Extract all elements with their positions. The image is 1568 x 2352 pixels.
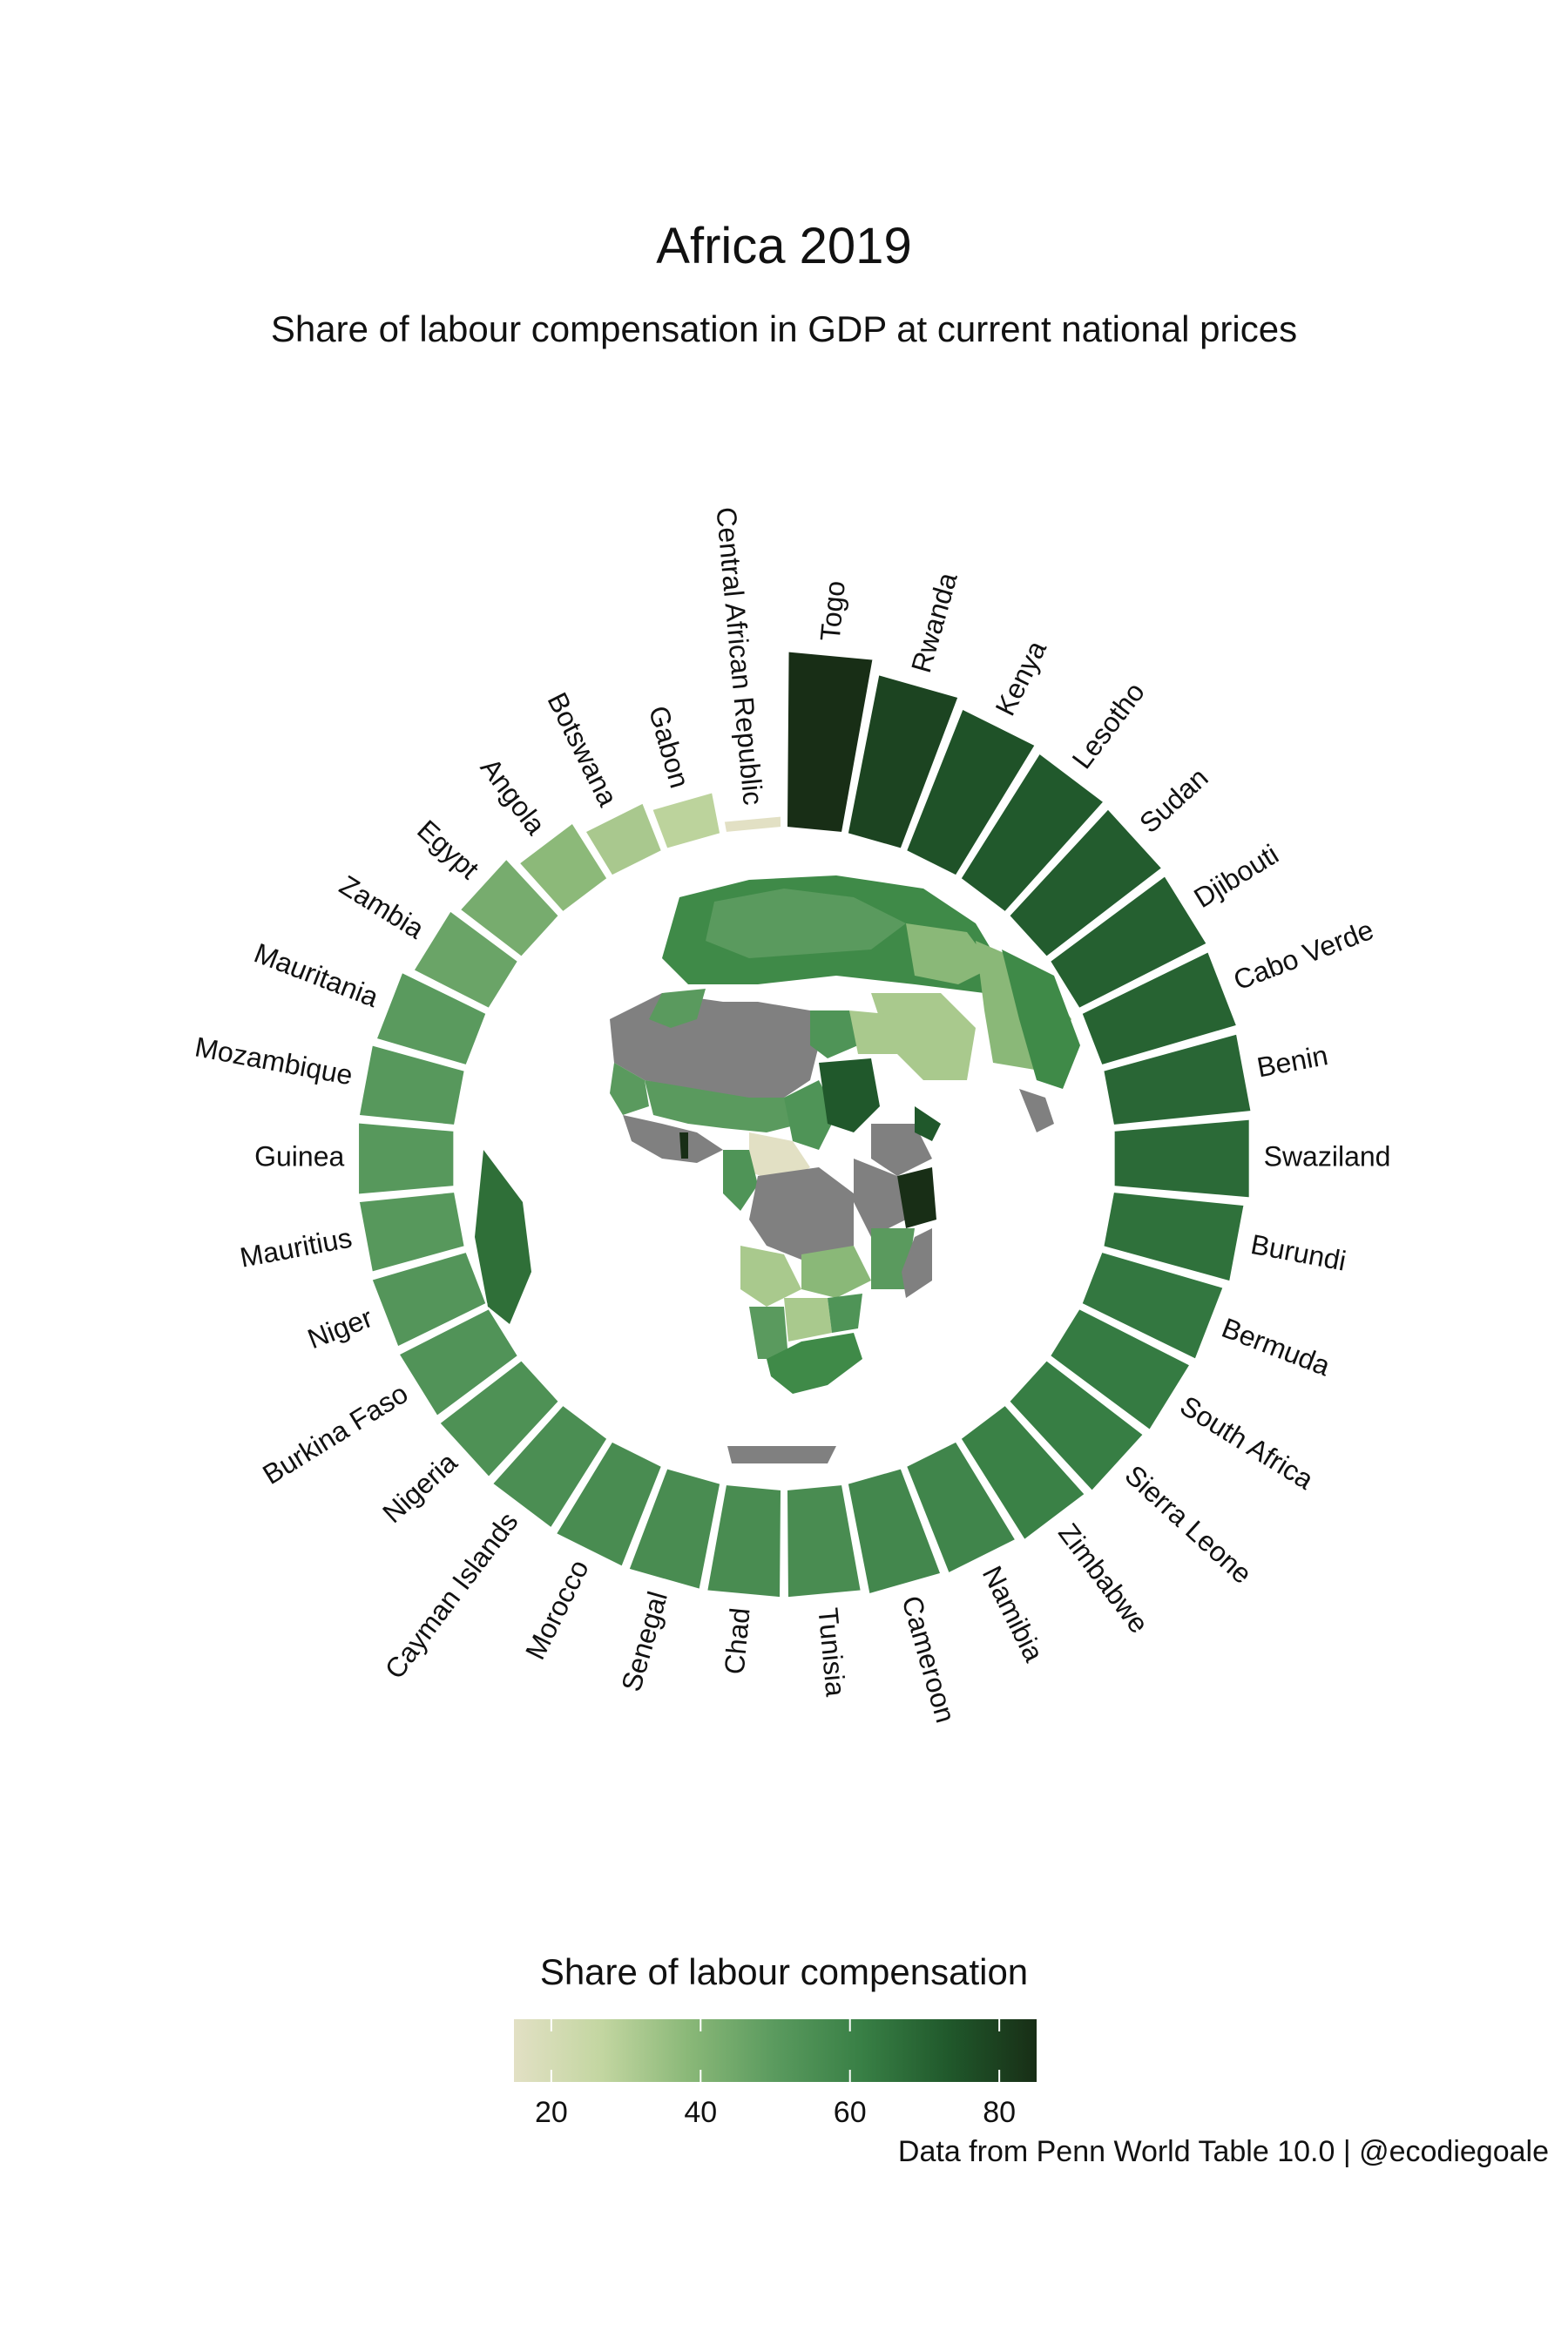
bar-zambia <box>412 909 520 1010</box>
bar-kenya <box>904 707 1037 877</box>
bar-central-african-republic <box>722 814 783 835</box>
bar-benin <box>1102 1032 1253 1127</box>
bar-label: Sudan <box>1133 761 1214 839</box>
bar-label: Guinea <box>254 1140 344 1172</box>
bar-namibia <box>904 1440 1017 1575</box>
bar-lesotho <box>959 752 1105 914</box>
bar-label: Chad <box>719 1606 756 1675</box>
bar-mauritania <box>375 970 488 1067</box>
legend-gradient <box>514 2019 1037 2082</box>
bar-label: Egypt <box>411 814 485 885</box>
bar-mauritius <box>357 1190 466 1274</box>
globe-map <box>475 858 1085 1463</box>
bar-label: Zambia <box>335 869 430 945</box>
bar-sudan <box>1007 807 1164 958</box>
bar-label: Djibouti <box>1188 838 1284 914</box>
bar-label: Lesotho <box>1066 677 1151 775</box>
bar-label: Senegal <box>615 1588 673 1695</box>
bar-label: Angola <box>475 752 552 840</box>
bar-guinea <box>357 1121 456 1196</box>
bar-label: Kenya <box>989 636 1052 720</box>
bar-label: Morocco <box>519 1555 595 1665</box>
bar-label: Burkina Faso <box>257 1377 413 1490</box>
bar-label: Benin <box>1254 1039 1330 1083</box>
bar-swaziland <box>1112 1118 1251 1200</box>
bar-label: Cayman Islands <box>379 1506 524 1685</box>
legend-title: Share of labour compensation <box>539 1951 1029 1992</box>
bar-nigeria <box>437 1359 561 1479</box>
bar-label: South Africa <box>1175 1389 1320 1496</box>
bar-label: Tunisia <box>812 1606 851 1698</box>
bar-cayman-islands <box>490 1403 609 1530</box>
bar-togo <box>785 650 875 835</box>
legend-tick-label: 20 <box>535 2096 568 2129</box>
legend-tick-label: 80 <box>983 2096 1016 2129</box>
bar-label: Nigeria <box>376 1446 463 1529</box>
bar-label: Botswana <box>541 687 624 811</box>
bar-niger <box>370 1250 488 1348</box>
bar-bermuda <box>1080 1250 1225 1362</box>
bar-burkina-faso <box>397 1307 520 1418</box>
bar-label: Mauritania <box>250 937 383 1014</box>
bar-label: Togo <box>814 579 851 642</box>
bar-label: Rwanda <box>905 569 963 676</box>
bar-label: Gabon <box>643 702 696 791</box>
bar-djibouti <box>1048 874 1209 1010</box>
bar-label: Mozambique <box>193 1031 355 1091</box>
bar-sierra-leone <box>1007 1359 1146 1493</box>
bar-rwanda <box>846 672 960 850</box>
bar-senegal <box>627 1467 722 1592</box>
chart-subtitle: Share of labour compensation in GDP at c… <box>270 308 1298 349</box>
bar-south-africa <box>1048 1307 1192 1432</box>
bar-label: Central African Republic <box>710 506 769 807</box>
bar-label: Sierra Leone <box>1119 1459 1259 1590</box>
bar-tunisia <box>785 1483 862 1599</box>
legend-tick-label: 40 <box>684 2096 717 2129</box>
bar-label: Zimbabwe <box>1052 1517 1155 1639</box>
bar-label: Burundi <box>1248 1228 1348 1277</box>
bar-angola <box>517 821 609 914</box>
bar-label: Swaziland <box>1264 1140 1391 1172</box>
bar-cameroon <box>846 1467 943 1596</box>
bar-egypt <box>458 857 561 958</box>
bar-cabo-verde <box>1080 950 1239 1067</box>
bar-label: Mauritius <box>238 1222 355 1274</box>
bar-label: Namibia <box>977 1561 1051 1666</box>
bar-label: Cabo Verde <box>1229 914 1378 997</box>
bar-gabon <box>650 791 722 850</box>
bar-zimbabwe <box>959 1403 1087 1542</box>
bar-label: Bermuda <box>1218 1312 1335 1382</box>
bar-botswana <box>584 801 664 877</box>
bar-label: Cameroon <box>896 1592 962 1727</box>
chart-caption: Data from Penn World Table 10.0 | @ecodi… <box>897 2135 1549 2168</box>
bar-chad <box>706 1483 783 1599</box>
bar-mozambique <box>357 1044 466 1127</box>
legend-tick-label: 60 <box>834 2096 867 2129</box>
bar-morocco <box>554 1440 664 1569</box>
chart-title: Africa 2019 <box>656 218 912 274</box>
bar-label: Niger <box>303 1301 377 1355</box>
bar-burundi <box>1102 1190 1246 1283</box>
legend-colorbar: 20 40 60 80 <box>514 2019 1037 2129</box>
